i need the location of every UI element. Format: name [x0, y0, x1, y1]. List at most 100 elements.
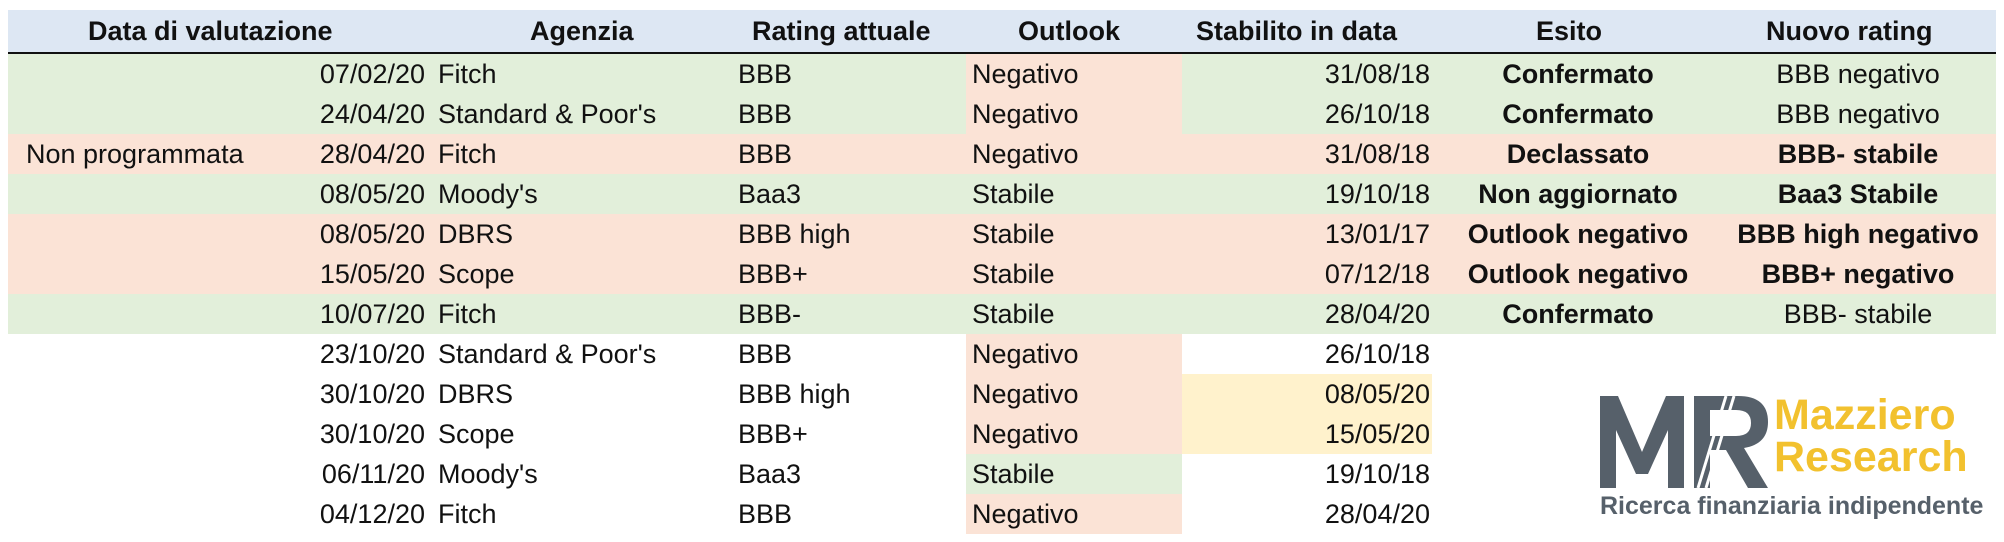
outlook-cell-background — [966, 374, 1182, 414]
header-data-valutazione: Data di valutazione — [88, 16, 333, 46]
established-date: 13/01/17 — [1324, 219, 1430, 249]
outlook-value: Stabile — [972, 179, 1055, 209]
outlook-cell-background — [966, 214, 1182, 254]
outlook-cell-background — [966, 134, 1182, 174]
established-cell-background — [1182, 94, 1432, 134]
new-rating: BBB- stabile — [1783, 299, 1933, 329]
new-rating — [1718, 334, 1998, 374]
established-date: 28/04/20 — [1324, 499, 1430, 529]
table-row: 07/02/20 Fitch BBB Negativo 31/08/18 Conferma… — [0, 54, 2004, 94]
agency-name: DBRS — [438, 219, 514, 249]
outcome-value: Outlook negativo — [1467, 259, 1689, 289]
current-rating: BBB high — [738, 379, 851, 409]
new-rating: BBB negativo — [1776, 59, 1940, 89]
current-rating: Baa3 — [738, 459, 802, 489]
logo-tagline: Ricerca finanziaria indipendente — [1600, 492, 1984, 520]
evaluation-date: 28/04/20 — [319, 139, 425, 169]
evaluation-date: 30/10/20 — [319, 379, 425, 409]
current-rating: BBB — [738, 139, 793, 169]
outlook-cell-background — [966, 254, 1182, 294]
outlook-cell-background — [966, 54, 1182, 94]
outcome-value — [1438, 334, 1718, 374]
header-agenzia: Agenzia — [530, 16, 634, 46]
agency-name: Scope — [438, 419, 515, 449]
agency-name: Fitch — [438, 499, 497, 529]
outlook-cell-background — [966, 94, 1182, 134]
current-rating: BBB+ — [738, 419, 808, 449]
outlook-value: Negativo — [972, 499, 1079, 529]
header-stabilito: Stabilito in data — [1196, 16, 1398, 46]
table-row: 28/04/20 Fitch BBB Negativo 31/08/18 Declassa… — [0, 134, 2004, 174]
new-rating: BBB+ negativo — [1761, 259, 1955, 289]
outlook-value: Negativo — [972, 419, 1079, 449]
mazziero-research-logo: Mazziero Research Ricerca finanziaria in… — [1598, 392, 1983, 522]
logo-name-line2: Research — [1774, 433, 1968, 481]
evaluation-date: 08/05/20 — [319, 179, 425, 209]
evaluation-date: 10/07/20 — [319, 299, 425, 329]
outcome-value: Non aggiornato — [1478, 179, 1678, 209]
established-date: 19/10/18 — [1324, 179, 1430, 209]
table-row: 08/05/20 DBRS BBB high Stabile 13/01/17 Outlo… — [0, 214, 2004, 254]
current-rating: BBB high — [738, 219, 851, 249]
current-rating: BBB+ — [738, 259, 808, 289]
header-esito: Esito — [1536, 16, 1603, 46]
agency-name: Fitch — [438, 59, 497, 89]
outcome-value: Confermato — [1502, 99, 1654, 129]
outlook-value: Negativo — [972, 339, 1079, 369]
established-cell-background — [1182, 134, 1432, 174]
current-rating: BBB — [738, 339, 793, 369]
evaluation-date: 24/04/20 — [319, 99, 425, 129]
current-rating: BBB — [738, 99, 793, 129]
current-rating: BBB — [738, 59, 793, 89]
established-cell-background — [1182, 294, 1432, 334]
table-row: 08/05/20 Moody's Baa3 Stabile 19/10/18 Non ag… — [0, 174, 2004, 214]
agency-name: Standard & Poor's — [438, 339, 657, 369]
established-cell-background — [1182, 54, 1432, 94]
new-rating: BBB negativo — [1776, 99, 1940, 129]
established-date: 19/10/18 — [1324, 459, 1430, 489]
table-row: 04/12/20 Fitch BBB Negativo 28/04/20 — [0, 494, 2004, 534]
table-row: 24/04/20 Standard & Poor's BBB Negativo 26/1… — [0, 94, 2004, 134]
evaluation-date: 04/12/20 — [319, 499, 425, 529]
established-cell-background — [1182, 254, 1432, 294]
table-row: 30/10/20 DBRS BBB high Negativo 08/05/20 — [0, 374, 2004, 414]
outlook-cell-background — [966, 294, 1182, 334]
evaluation-date: 07/02/20 — [319, 59, 425, 89]
established-date: 26/10/18 — [1324, 339, 1430, 369]
outcome-value: Outlook negativo — [1467, 219, 1689, 249]
outlook-cell-background — [966, 174, 1182, 214]
established-date: 31/08/18 — [1324, 59, 1430, 89]
established-date: 28/04/20 — [1324, 299, 1430, 329]
agency-name: Fitch — [438, 299, 497, 329]
outcome-value: Confermato — [1502, 299, 1654, 329]
new-rating: Baa3 Stabile — [1777, 179, 1939, 209]
outlook-value: Stabile — [972, 459, 1055, 489]
outlook-cell-background — [966, 494, 1182, 534]
outlook-value: Negativo — [972, 59, 1079, 89]
current-rating: BBB — [738, 499, 793, 529]
established-cell-background — [1182, 414, 1432, 454]
agency-name: Scope — [438, 259, 515, 289]
outlook-value: Stabile — [972, 219, 1055, 249]
current-rating: Baa3 — [738, 179, 802, 209]
outlook-value: Negativo — [972, 379, 1079, 409]
established-date: 26/10/18 — [1324, 99, 1430, 129]
established-date: 07/12/18 — [1324, 259, 1430, 289]
header-outlook: Outlook — [1018, 16, 1120, 46]
agency-name: Moody's — [438, 459, 538, 489]
established-date: 15/05/20 — [1324, 419, 1430, 449]
outlook-value: Negativo — [972, 139, 1079, 169]
mr-monogram-icon — [1600, 395, 1768, 489]
evaluation-date: 08/05/20 — [319, 219, 425, 249]
established-date: 31/08/18 — [1324, 139, 1430, 169]
outcome-value: Declassato — [1506, 139, 1650, 169]
outlook-cell-background — [966, 414, 1182, 454]
outlook-value: Stabile — [972, 259, 1055, 289]
table-row: 23/10/20 Standard & Poor's BBB Negativo 26/1… — [0, 334, 2004, 374]
evaluation-date: 23/10/20 — [319, 339, 425, 369]
agency-name: Moody's — [438, 179, 538, 209]
table-row: 06/11/20 Moody's Baa3 Stabile 19/10/18 — [0, 454, 2004, 494]
outcome-value: Confermato — [1502, 59, 1654, 89]
outlook-cell-background — [966, 454, 1182, 494]
